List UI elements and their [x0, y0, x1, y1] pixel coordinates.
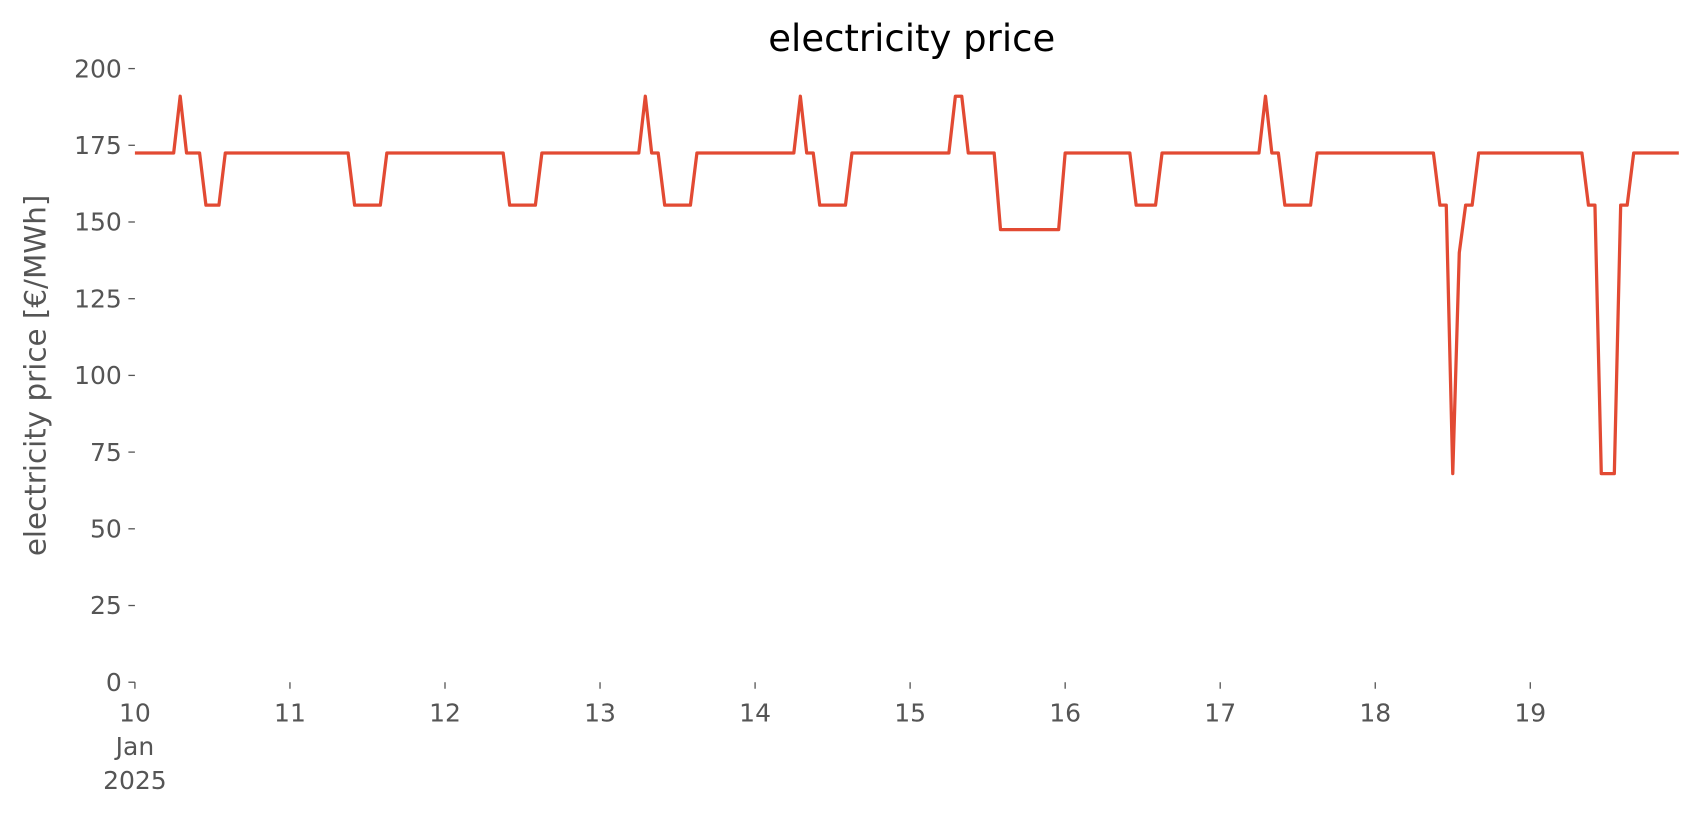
y-tick-label: 75 — [90, 438, 122, 467]
x-tick-label: 11 — [274, 698, 306, 727]
x-tick-label: 17 — [1204, 698, 1236, 727]
chart-title: electricity price — [768, 17, 1055, 60]
x-tick-label: 19 — [1514, 698, 1546, 727]
x-tick-label: 10 Jan 2025 — [103, 698, 167, 794]
x-tick-label: 12 — [429, 698, 461, 727]
y-tick-label: 25 — [90, 591, 122, 620]
y-tick-label: 0 — [106, 668, 122, 697]
x-tick-label: 18 — [1359, 698, 1391, 727]
y-tick-label: 125 — [74, 284, 122, 313]
x-tick-label: 16 — [1049, 698, 1081, 727]
x-tick-label: 13 — [584, 698, 616, 727]
y-tick-label: 150 — [74, 208, 122, 237]
price-line — [134, 94, 1679, 476]
x-tick-label: 15 — [894, 698, 926, 727]
y-tick-label: 50 — [90, 515, 122, 544]
y-tick-label: 175 — [74, 131, 122, 160]
y-axis-label: electricity price [€/MWh] — [19, 195, 53, 557]
x-tick-label: 14 — [739, 698, 771, 727]
y-tick-label: 200 — [74, 54, 122, 83]
y-tick-label: 100 — [74, 361, 122, 390]
